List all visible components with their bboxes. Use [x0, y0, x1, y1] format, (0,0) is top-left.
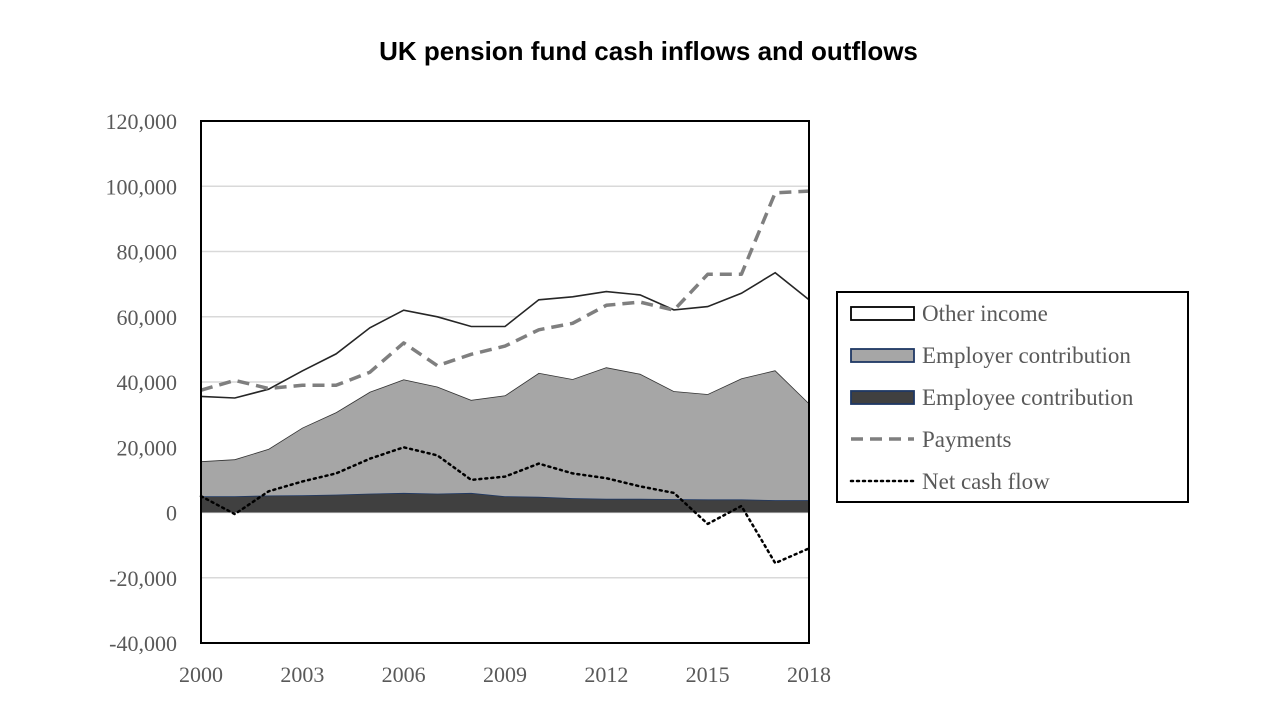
area-layer	[200, 271, 810, 513]
legend-item-employee-contribution: Employee contribution	[850, 385, 1134, 410]
plot-frame	[200, 120, 810, 644]
area-edge-other-income	[200, 271, 810, 399]
y-tick-label: 20,000	[117, 435, 178, 460]
y-tick-label: 120,000	[106, 109, 178, 134]
x-tick-label: 2009	[483, 662, 527, 687]
y-tick-label: -40,000	[109, 631, 177, 656]
legend-label: Other income	[922, 301, 1048, 326]
legend-swatch	[850, 390, 915, 405]
legend-layer: Other income Employer contribution Employe…	[836, 291, 1189, 503]
axis-layer: -40,000 -20,000 0 20,000 40,000 60,000 80,000 1…	[106, 109, 832, 687]
line-net-cash-flow	[199, 446, 811, 565]
legend-label: Employee contribution	[922, 385, 1134, 410]
legend-item-payments: Payments	[851, 427, 1011, 452]
legend-item-employer-contribution: Employer contribution	[850, 343, 1131, 368]
x-tick-label: 2018	[787, 662, 831, 687]
y-tick-label: 0	[166, 501, 177, 526]
legend-item-net-cash-flow: Net cash flow	[849, 469, 1050, 494]
legend-label: Employer contribution	[922, 343, 1131, 368]
x-tick-label: 2000	[179, 662, 223, 687]
area-employee-contribution	[201, 492, 809, 513]
line-layer	[199, 189, 811, 565]
x-tick-label: 2006	[382, 662, 426, 687]
legend-swatch	[850, 348, 915, 363]
y-tick-label: 100,000	[106, 174, 178, 199]
x-tick-label: 2012	[584, 662, 628, 687]
legend-label: Net cash flow	[922, 469, 1050, 494]
legend-swatch	[850, 306, 915, 321]
x-tick-label: 2003	[280, 662, 324, 687]
legend-item-other-income: Other income	[850, 301, 1048, 326]
chart-title: UK pension fund cash inflows and outflow…	[379, 36, 918, 66]
y-tick-label: -20,000	[109, 566, 177, 591]
area-employer-contribution	[201, 367, 809, 501]
line-payments	[200, 189, 810, 392]
legend-label: Payments	[922, 427, 1011, 452]
y-tick-label: 80,000	[117, 240, 178, 265]
area-other-income	[201, 272, 809, 462]
x-tick-label: 2015	[686, 662, 730, 687]
y-tick-label: 40,000	[117, 370, 178, 395]
y-tick-label: 60,000	[117, 305, 178, 330]
